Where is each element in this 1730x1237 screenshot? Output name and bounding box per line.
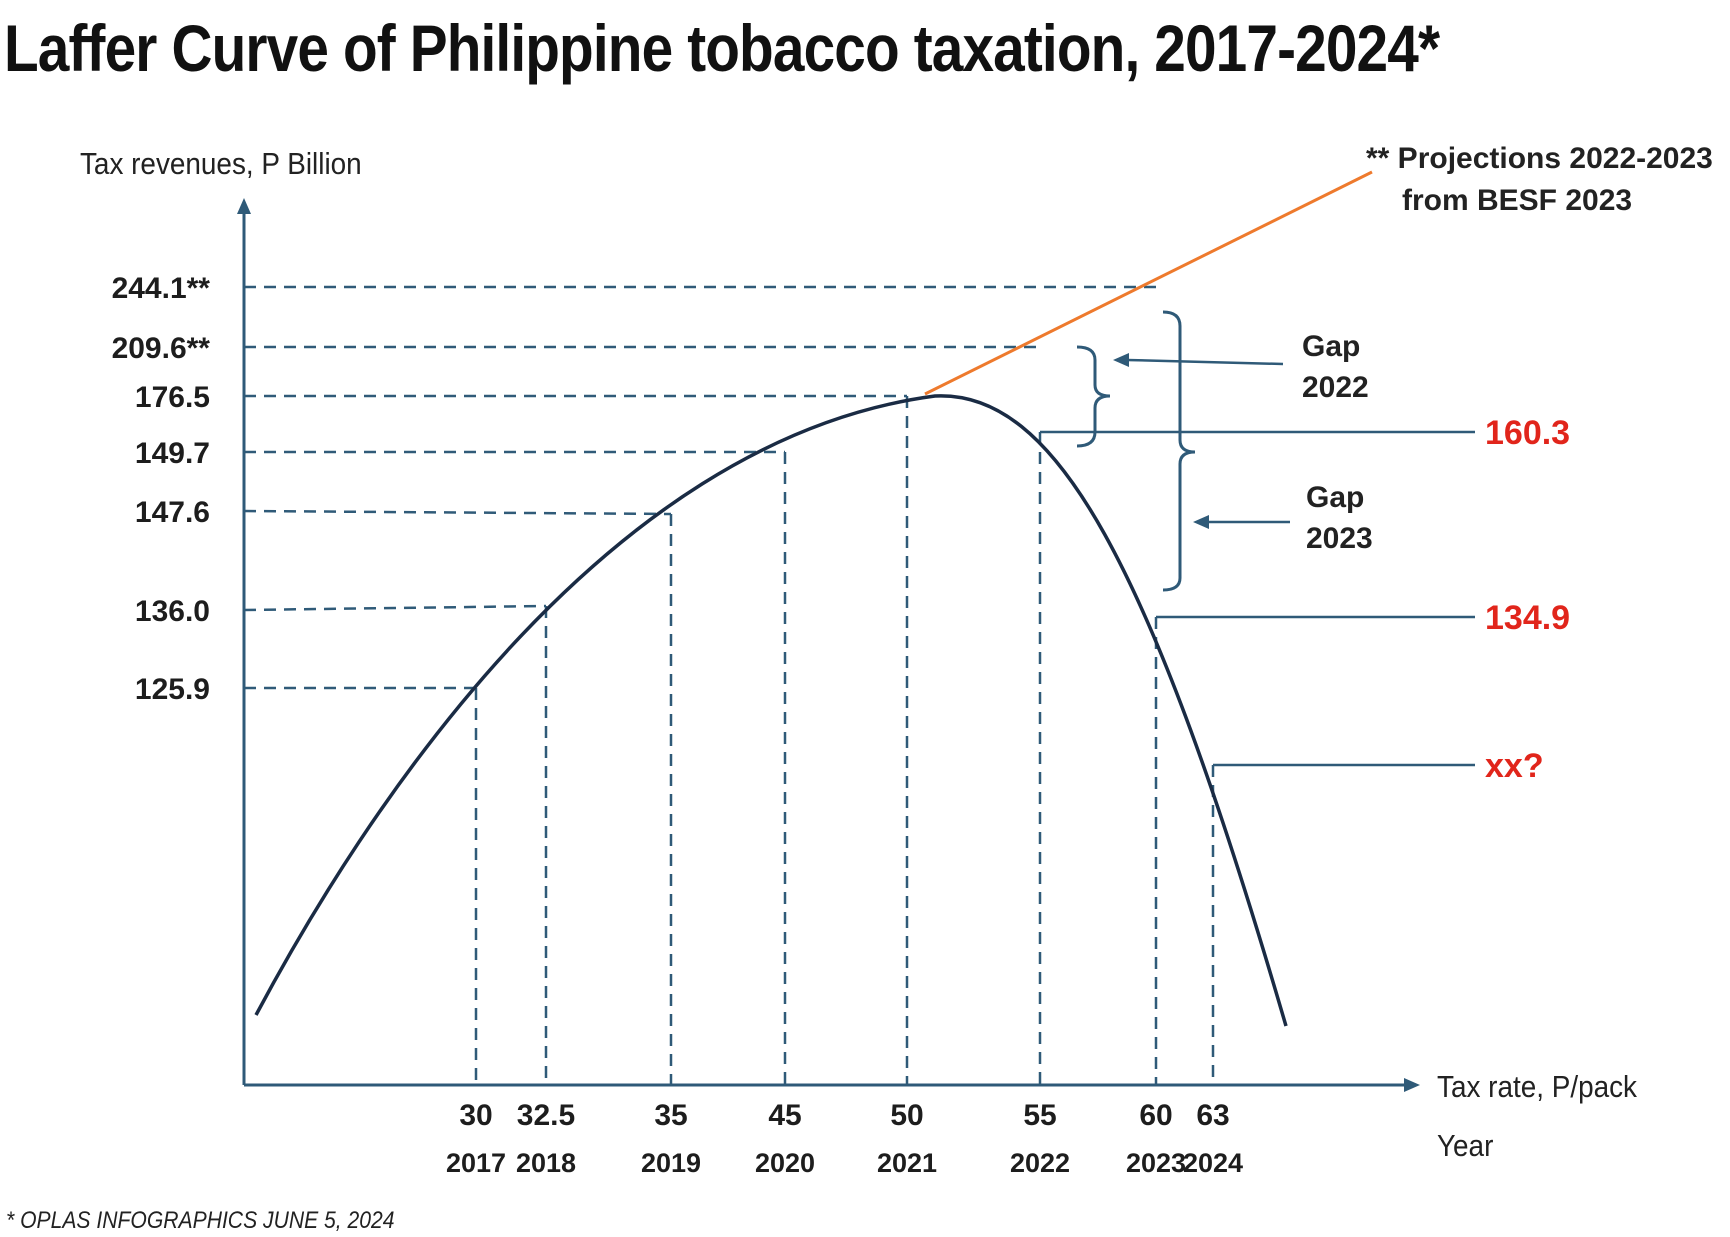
gap-2022-arrow-line [1126, 358, 1284, 366]
x-tick-year-2024: 2024 [1183, 1148, 1243, 1178]
x-tick-rate-2022: 55 [1023, 1099, 1056, 1132]
gap-2022-brace [1076, 345, 1111, 448]
gap-2023-arrow-head [1193, 515, 1209, 529]
x-tick-year-2020: 2020 [755, 1148, 815, 1178]
actual-value-2024: xx? [1485, 747, 1544, 785]
x-tick-year-2019: 2019 [641, 1148, 701, 1178]
projection-note-line2: from BESF 2023 [1402, 184, 1632, 217]
annotations: Gap 2022 Gap 2023 ** Projections 2022-2023 fr… [1076, 142, 1713, 592]
x-axis-title: Tax rate, P/pack [1437, 1070, 1637, 1105]
y-tick-2021: 176.5 [135, 381, 210, 414]
x-tick-rate-2020: 45 [768, 1099, 801, 1132]
tick-labels: Tax revenues, P Billion Tax rate, P/pack Y… [80, 147, 1637, 1178]
x-axis-arrow [1404, 1078, 1420, 1092]
y-tick-2018: 136.0 [135, 595, 210, 628]
y-tick-2017: 125.9 [135, 673, 210, 706]
x-axis-title-year: Year [1437, 1129, 1494, 1164]
gap-2022-label-word: Gap [1302, 330, 1360, 363]
x-tick-year-2018: 2018 [516, 1148, 576, 1178]
guide-lines [243, 285, 1475, 1085]
horizontal-guide-2019 [243, 509, 672, 516]
chart-title: Laffer Curve of Philippine tobacco taxat… [4, 11, 1440, 85]
y-axis-arrow [237, 198, 251, 214]
gap-2023-label-year: 2023 [1306, 522, 1373, 555]
gap-2022-label-year: 2022 [1302, 371, 1369, 404]
footnote: * OPLAS INFOGRAPHICS JUNE 5, 2024 [6, 1207, 395, 1234]
axes [237, 198, 1420, 1092]
projection-line [924, 170, 1373, 396]
actual-value-2023: 134.9 [1485, 599, 1570, 637]
y-axis-title: Tax revenues, P Billion [80, 147, 362, 182]
x-tick-year-2022: 2022 [1010, 1148, 1070, 1178]
x-tick-rate-2023: 60 [1139, 1099, 1172, 1132]
x-tick-year-2021: 2021 [877, 1148, 937, 1178]
x-tick-year-2023: 2023 [1126, 1148, 1186, 1178]
x-tick-rate-2024: 63 [1196, 1099, 1229, 1132]
actual-value-2022: 160.3 [1485, 414, 1570, 452]
gap-2022-arrow-head [1113, 353, 1129, 367]
y-tick-projection-2022: 209.6** [112, 332, 211, 365]
x-tick-rate-2017: 30 [459, 1099, 492, 1132]
gap-2023-brace [1162, 310, 1196, 592]
y-tick-projection-2023: 244.1** [112, 272, 211, 305]
y-tick-2019: 147.6 [135, 496, 210, 529]
x-tick-rate-2019: 35 [654, 1099, 687, 1132]
projection-note-line1: ** Projections 2022-2023 [1366, 142, 1713, 175]
x-tick-rate-2021: 50 [890, 1099, 923, 1132]
gap-2023-label-word: Gap [1306, 481, 1364, 514]
x-tick-rate-2018: 32.5 [517, 1099, 575, 1132]
curve-layer [254, 170, 1373, 1027]
horizontal-guide-2018 [243, 604, 547, 612]
y-tick-2020: 149.7 [135, 437, 210, 470]
x-tick-year-2017: 2017 [446, 1148, 506, 1178]
laffer-curve [254, 394, 1288, 1027]
